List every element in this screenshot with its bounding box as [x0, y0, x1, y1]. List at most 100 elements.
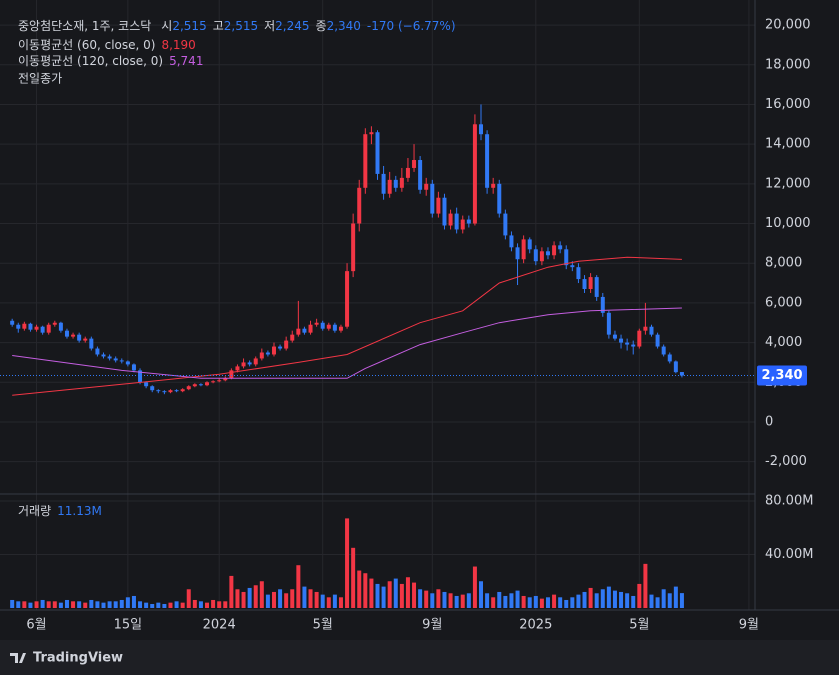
- volume-bar: [594, 593, 599, 608]
- candle-body: [125, 361, 130, 365]
- candle-body: [345, 271, 350, 327]
- volume-bar: [479, 581, 484, 608]
- volume-tick-label: 40.00M: [765, 547, 813, 562]
- candle-body: [564, 249, 569, 266]
- brand-text: TradingView: [33, 651, 123, 666]
- candle-body: [168, 390, 173, 393]
- volume-bar: [71, 601, 76, 608]
- candle-body: [119, 360, 124, 362]
- candle-body: [296, 328, 301, 335]
- volume-bar: [679, 593, 684, 608]
- price-label: 2,340: [761, 368, 802, 383]
- candle-body: [235, 366, 240, 371]
- candle-body: [217, 380, 222, 382]
- brand: TradingView: [10, 651, 123, 666]
- volume-bar: [119, 599, 124, 608]
- volume-bar: [101, 602, 106, 608]
- x-tick-label: 2024: [203, 618, 236, 633]
- candle-body: [247, 362, 252, 365]
- candle-body: [351, 223, 356, 272]
- volume-bar: [40, 599, 45, 608]
- candle-body: [241, 362, 246, 367]
- legend-entry: 이동평균선 (120, close, 0) 5,741: [18, 54, 203, 68]
- volume-bar: [34, 601, 39, 608]
- candle-body: [631, 344, 636, 347]
- candle-body: [673, 361, 678, 373]
- header-field-value: 2,340: [327, 19, 361, 33]
- volume-bar: [83, 602, 88, 608]
- candle-body: [107, 356, 112, 359]
- volume-legend-name: 거래량: [18, 504, 51, 518]
- volume-bar: [588, 587, 593, 608]
- candle-body: [418, 160, 423, 190]
- volume-bar: [637, 583, 642, 608]
- candle-body: [527, 239, 532, 250]
- volume-bar: [545, 597, 550, 608]
- volume-bar: [527, 597, 532, 608]
- volume-bar: [290, 589, 295, 608]
- volume-bar: [454, 595, 459, 608]
- candle-body: [326, 324, 331, 329]
- volume-bar: [332, 594, 337, 608]
- candle-body: [479, 124, 484, 135]
- volume-bar: [168, 602, 173, 608]
- candle-body: [174, 390, 179, 392]
- volume-bar: [387, 581, 392, 608]
- candle-body: [655, 334, 660, 347]
- volume-bar: [667, 593, 672, 608]
- y-tick-label: 6,000: [765, 295, 802, 310]
- volume-bar: [497, 591, 502, 608]
- volume-bar: [211, 599, 216, 608]
- candle-body: [95, 348, 100, 355]
- volume-bar: [296, 565, 301, 608]
- volume-bar: [430, 593, 435, 608]
- candle-body: [205, 382, 210, 386]
- candle-body: [320, 322, 325, 329]
- candle-body: [679, 372, 684, 376]
- candle-body: [643, 326, 648, 331]
- volume-tick-label: 80.00M: [765, 494, 813, 509]
- candle-body: [369, 132, 374, 135]
- candle-body: [186, 386, 191, 390]
- header-field-value: 2,515: [224, 19, 258, 33]
- volume-bar: [424, 590, 429, 608]
- candle-body: [77, 334, 82, 341]
- volume-bar: [229, 575, 234, 608]
- header-field-label: 시: [161, 19, 172, 33]
- volume-bar: [418, 589, 423, 608]
- candle-body: [138, 370, 143, 383]
- candle-body: [442, 197, 447, 226]
- volume-bar: [472, 566, 477, 608]
- brand-logo: [10, 653, 26, 663]
- candle-body: [71, 334, 76, 337]
- candle-body: [64, 330, 69, 337]
- volume-bar: [351, 547, 356, 608]
- candle-body: [625, 342, 630, 345]
- volume-bar: [16, 601, 21, 608]
- volume-bar: [284, 593, 289, 608]
- header-field-value: 2,245: [275, 19, 309, 33]
- candle-body: [539, 251, 544, 262]
- y-tick-label: -2,000: [765, 454, 807, 469]
- volume-bar: [198, 601, 203, 608]
- candle-body: [211, 381, 216, 383]
- candle-body: [387, 179, 392, 194]
- candle-body: [509, 235, 514, 248]
- volume-bar: [235, 589, 240, 608]
- candle-body: [332, 324, 337, 331]
- candle-body: [58, 322, 63, 331]
- volume-bar: [253, 585, 258, 608]
- volume-bar: [186, 589, 191, 608]
- candle-body: [302, 328, 307, 333]
- y-tick-label: 18,000: [765, 57, 811, 72]
- volume-bar: [89, 599, 94, 608]
- candle-body: [89, 338, 94, 349]
- volume-bar: [412, 582, 417, 608]
- volume-bar: [131, 595, 136, 608]
- header-field-value: 2,515: [172, 19, 206, 33]
- volume-bar: [320, 594, 325, 608]
- x-tick-label: 6월: [26, 618, 46, 633]
- candle-body: [472, 124, 477, 224]
- volume-bar: [217, 601, 222, 608]
- candle-body: [582, 279, 587, 289]
